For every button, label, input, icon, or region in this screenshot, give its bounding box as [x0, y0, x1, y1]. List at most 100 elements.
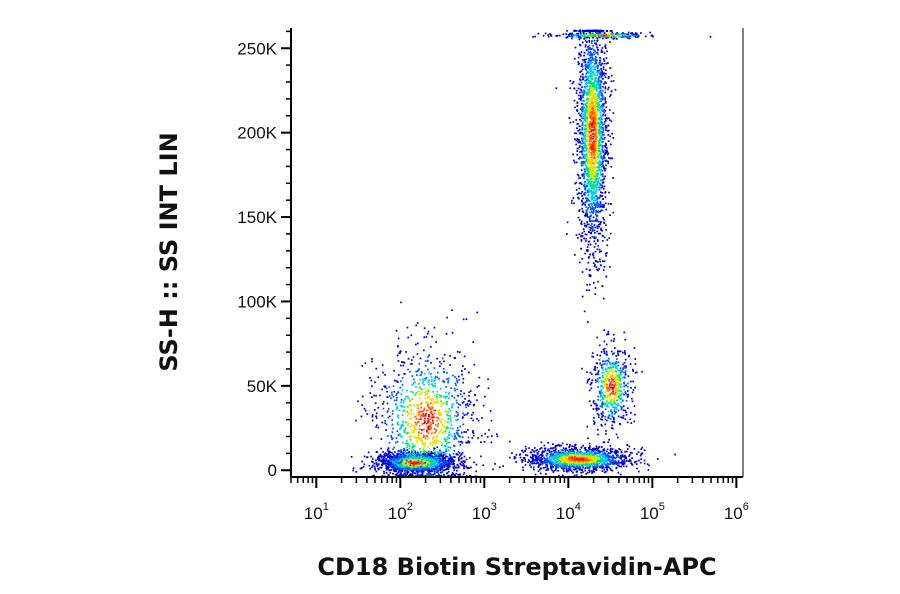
data-point: [582, 115, 585, 118]
data-point: [566, 469, 568, 471]
data-point: [581, 191, 584, 193]
data-point: [401, 436, 403, 438]
data-point: [433, 447, 435, 450]
data-point: [547, 442, 549, 444]
data-point: [612, 112, 615, 114]
data-point: [588, 44, 591, 47]
data-point: [481, 417, 483, 419]
data-point: [565, 452, 567, 455]
data-point: [603, 455, 605, 458]
data-point: [424, 415, 427, 417]
data-point: [414, 472, 417, 475]
data-point: [589, 217, 591, 220]
data-point: [615, 466, 618, 469]
data-point: [439, 455, 442, 457]
data-point: [606, 462, 609, 465]
data-point: [599, 258, 601, 261]
data-point: [449, 410, 452, 412]
data-point: [593, 468, 595, 470]
data-point: [371, 414, 374, 416]
data-point: [424, 392, 427, 394]
data-point: [588, 39, 590, 42]
data-point: [551, 459, 553, 461]
data-point: [455, 419, 457, 421]
data-point: [386, 463, 389, 466]
data-point: [596, 457, 598, 460]
data-point: [596, 123, 598, 125]
data-point: [457, 375, 460, 378]
data-point: [377, 376, 380, 379]
data-point: [607, 86, 610, 89]
data-point: [417, 456, 419, 459]
data-point: [584, 463, 586, 466]
data-point: [593, 162, 596, 165]
data-point: [606, 455, 609, 458]
data-point: [381, 464, 383, 467]
data-point: [418, 368, 421, 370]
data-point: [400, 427, 402, 430]
data-point: [413, 468, 416, 470]
data-point: [540, 460, 542, 462]
data-point: [448, 460, 450, 463]
data-point: [388, 395, 391, 397]
data-point: [375, 459, 377, 462]
data-point: [598, 63, 601, 66]
data-point: [416, 421, 418, 424]
data-point: [569, 444, 571, 446]
data-point: [562, 454, 564, 456]
data-point: [397, 391, 400, 394]
data-point: [562, 468, 565, 470]
data-point: [631, 452, 633, 454]
data-point: [415, 386, 417, 388]
data-point: [424, 450, 427, 453]
data-point: [377, 456, 379, 459]
data-point: [385, 454, 388, 457]
data-point: [409, 452, 411, 455]
data-point: [382, 371, 384, 374]
data-point: [393, 461, 396, 464]
data-point: [417, 471, 420, 473]
data-point: [452, 473, 454, 475]
data-point: [465, 466, 468, 468]
data-point: [461, 370, 463, 372]
data-point: [436, 464, 439, 467]
data-point: [422, 457, 425, 460]
data-point: [389, 454, 391, 456]
data-point: [607, 454, 609, 456]
data-point: [396, 462, 398, 465]
data-point: [438, 463, 440, 466]
data-point: [623, 462, 626, 465]
data-point: [387, 465, 390, 467]
data-point: [425, 462, 428, 465]
data-point: [446, 316, 448, 319]
data-point: [448, 437, 450, 440]
data-point: [414, 461, 416, 464]
data-point: [403, 456, 406, 458]
data-point: [459, 393, 462, 395]
data-point: [438, 394, 441, 396]
data-point: [457, 457, 460, 459]
data-point: [468, 403, 471, 406]
data-point: [546, 460, 548, 462]
data-point: [414, 457, 417, 459]
data-point: [430, 451, 433, 453]
data-point: [596, 455, 599, 458]
data-point: [437, 439, 439, 442]
data-point: [536, 454, 539, 456]
data-point: [447, 441, 449, 443]
data-point: [405, 442, 408, 444]
data-point: [414, 436, 416, 438]
data-point: [425, 461, 428, 463]
data-point: [541, 458, 544, 460]
data-point: [590, 455, 592, 458]
data-point: [537, 470, 540, 472]
data-point: [447, 467, 449, 470]
data-point: [565, 467, 568, 470]
data-point: [587, 57, 590, 60]
data-point: [454, 414, 456, 417]
data-point: [428, 371, 430, 374]
data-point: [416, 460, 418, 463]
data-point: [576, 33, 578, 35]
data-point: [388, 386, 391, 388]
data-point: [442, 462, 444, 465]
